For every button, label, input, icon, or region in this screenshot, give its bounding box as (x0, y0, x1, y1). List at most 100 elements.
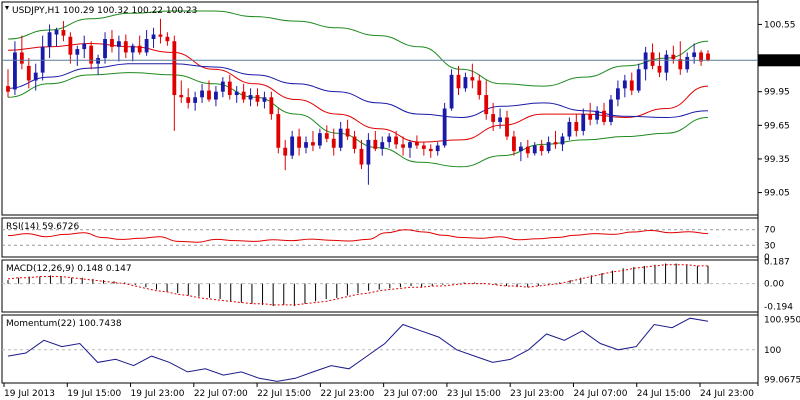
price-tick-label: 99.05 (764, 189, 790, 199)
candle-body (54, 30, 59, 35)
rsi-tick-label: 0 (764, 253, 770, 263)
candle-body (588, 114, 593, 120)
candle-body (352, 136, 357, 149)
candle-body (75, 49, 80, 55)
candle-body (276, 114, 281, 148)
candle-body (442, 108, 447, 146)
candle-body (345, 128, 350, 137)
x-tick-label: 22 Jul 15:00 (257, 389, 311, 399)
candle-body (470, 77, 475, 81)
candle-body (609, 99, 613, 122)
macd-tick-label: 0.187 (764, 258, 790, 268)
momentum-label: Momentum(22) 100.7438 (6, 319, 122, 329)
x-tick-label: 19 Jul 2013 (4, 389, 55, 399)
candle-body (116, 41, 121, 47)
candle-body (366, 139, 371, 165)
pane-frame (1, 1, 759, 216)
candle-body (137, 45, 142, 53)
x-tick-label: 24 Jul 23:00 (700, 389, 754, 399)
pane-frame (1, 217, 759, 258)
candle-body (324, 133, 329, 139)
candle-body (193, 97, 198, 103)
moving-average-fast-line (7, 42, 709, 143)
candle-body (82, 43, 87, 50)
price-tick-label: 99.95 (764, 88, 790, 98)
rsi-tick-label: 70 (764, 226, 776, 236)
candle-body (61, 30, 66, 36)
candle-body (643, 52, 648, 70)
candle-body (151, 34, 156, 39)
momentum-tick-label: 100.9503 (764, 316, 800, 326)
candle-body (595, 110, 600, 120)
price-tick-label: 100.55 (764, 20, 796, 30)
macd-tick-label: -0.194 (764, 303, 793, 313)
momentum-tick-label: 100 (764, 346, 781, 356)
candle-body (47, 32, 52, 47)
x-tick-label: 22 Jul 23:00 (320, 389, 374, 399)
candle-body (123, 41, 128, 53)
candle-body (6, 86, 10, 92)
candle-body (664, 54, 669, 73)
candle-body (477, 80, 482, 96)
candle-body (33, 72, 38, 81)
candle-body (207, 90, 211, 100)
moving-average-slow-line (7, 63, 709, 119)
candle-body (200, 90, 204, 98)
candle-body (13, 52, 17, 90)
candle-body (560, 136, 565, 145)
candle-body (311, 142, 315, 146)
candle-body (241, 91, 246, 100)
candle-body (227, 81, 232, 96)
x-tick-label: 24 Jul 07:00 (573, 389, 627, 399)
candle-body (248, 95, 253, 100)
candle-body (518, 146, 523, 152)
candle-body (220, 81, 225, 92)
candle-body (234, 91, 239, 96)
candle-body (421, 145, 426, 149)
candle-body (532, 145, 537, 154)
candle-body (491, 114, 496, 122)
bollinger-lower-line (7, 72, 709, 168)
bollinger-upper-line (7, 10, 709, 87)
rsi-label: RSI(14) 59.6726 (6, 222, 79, 232)
candle-body (415, 142, 419, 146)
candle-body (512, 136, 516, 152)
candle-body (615, 88, 620, 100)
candle-body (505, 117, 509, 137)
candle-body (449, 74, 454, 109)
chart-header: USDJPY,H1 100.29 100.32 100.22 100.23 (12, 6, 197, 16)
candle-body (338, 128, 343, 148)
x-tick-label: 19 Jul 15:00 (67, 389, 121, 399)
price-tick-label: 99.65 (764, 121, 790, 131)
candle-body (269, 97, 274, 115)
candle-body (130, 45, 135, 53)
candle-body (671, 54, 676, 60)
candle-body (401, 144, 405, 148)
candle-body (110, 38, 114, 47)
candle-body (629, 80, 634, 91)
momentum-line (7, 317, 709, 382)
candle-body (567, 121, 572, 137)
candle-body (304, 142, 308, 148)
current-price-label: 100.23 (762, 57, 794, 67)
candle-body (89, 45, 94, 64)
candle-body (408, 142, 412, 148)
candle-body (19, 52, 24, 64)
candle-body (387, 136, 392, 143)
candle-body (214, 91, 218, 100)
momentum-tick-label: 99.0675 (764, 375, 800, 385)
candle-body (498, 117, 502, 122)
x-tick-label: 19 Jul 23:00 (131, 389, 185, 399)
candle-body (539, 145, 544, 152)
candle-body (484, 95, 489, 115)
header-triangle-icon (5, 6, 9, 10)
candle-body (68, 36, 73, 55)
candle-body (692, 52, 697, 57)
x-tick-label: 24 Jul 15:00 (637, 389, 691, 399)
macd-signal-line (7, 264, 708, 306)
candle-body (699, 52, 703, 62)
candle-body (158, 34, 163, 37)
candle-body (373, 139, 378, 149)
